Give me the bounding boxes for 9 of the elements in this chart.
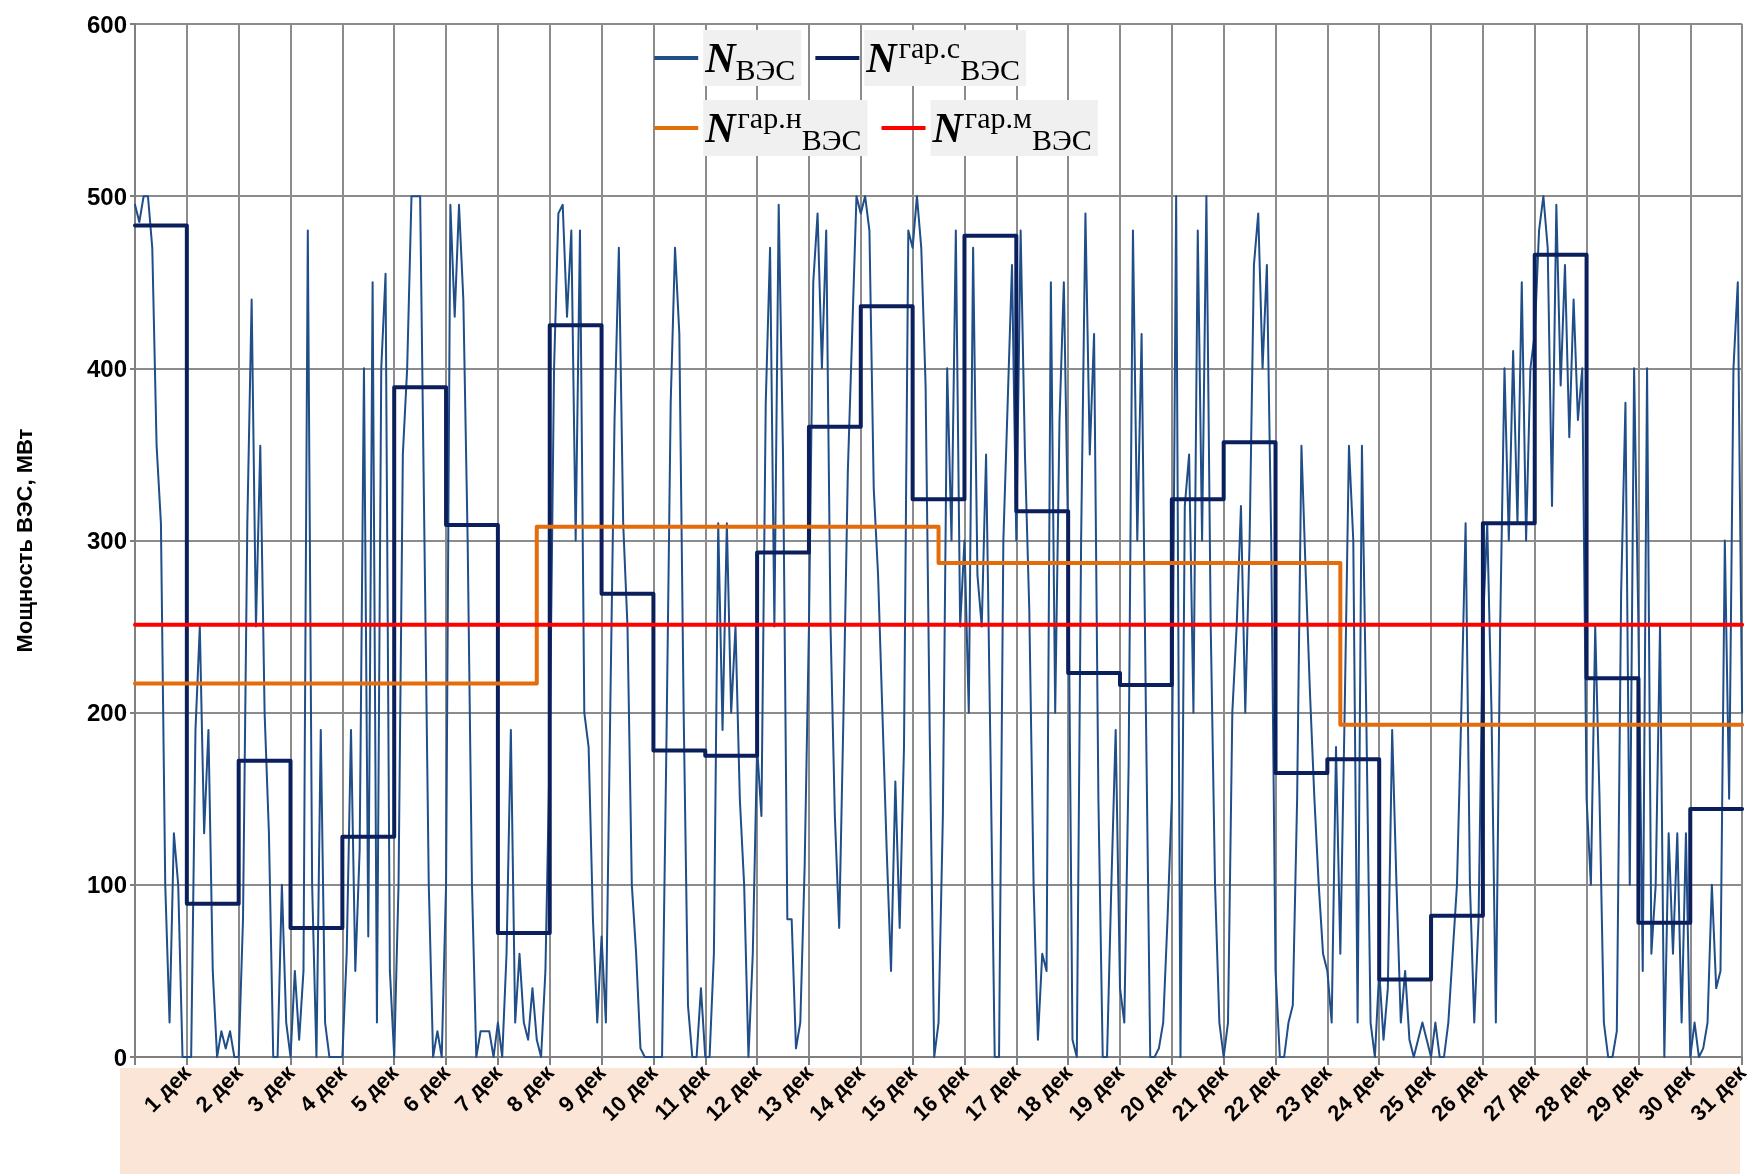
y-tick-label: 300 [86, 527, 127, 554]
y-tick-label: 400 [86, 354, 127, 382]
y-axis-title: Мощность ВЭС, МВт [11, 428, 37, 653]
y-tick-label: 100 [86, 871, 127, 899]
y-tick-label: 500 [86, 182, 127, 210]
y-tick-label: 600 [86, 10, 127, 38]
x-tick-label: 1 дек [138, 1059, 197, 1118]
y-tick-label: 200 [86, 699, 127, 727]
y-tick-label: 0 [113, 1043, 127, 1071]
